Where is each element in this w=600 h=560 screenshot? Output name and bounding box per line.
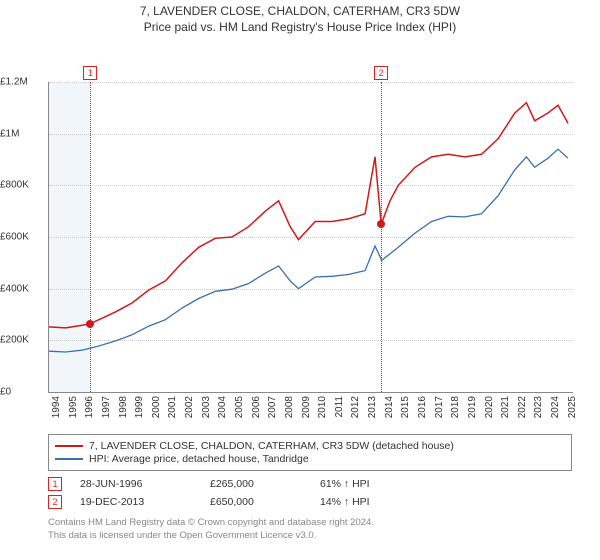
chart-title-address: 7, LAVENDER CLOSE, CHALDON, CATERHAM, CR… <box>0 4 600 18</box>
marker-vline <box>381 82 382 392</box>
transaction-date: 19-DEC-2013 <box>80 496 210 508</box>
transaction-price: £650,000 <box>210 496 320 508</box>
transaction-marker: 2 <box>48 495 62 509</box>
x-tick-label: 2002 <box>184 396 195 418</box>
x-tick-label: 2022 <box>517 396 528 418</box>
marker-dot <box>86 320 94 328</box>
legend-item: 7, LAVENDER CLOSE, CHALDON, CATERHAM, CR… <box>55 440 565 452</box>
legend-label: 7, LAVENDER CLOSE, CHALDON, CATERHAM, CR… <box>89 440 454 452</box>
y-tick-label: £800K <box>0 180 44 191</box>
legend-label: HPI: Average price, detached house, Tand… <box>89 453 309 465</box>
transaction-hpi: 61% ↑ HPI <box>320 478 430 490</box>
x-tick-label: 1997 <box>101 396 112 418</box>
footnote-line: This data is licensed under the Open Gov… <box>48 530 572 543</box>
x-tick-label: 2016 <box>417 396 428 418</box>
chart-subtitle: Price paid vs. HM Land Registry's House … <box>0 20 600 34</box>
transaction-hpi: 14% ↑ HPI <box>320 496 430 508</box>
transaction-row: 1 28-JUN-1996£265,00061% ↑ HPI <box>48 477 572 491</box>
x-tick-label: 2003 <box>201 396 212 418</box>
legend-swatch <box>55 458 83 460</box>
x-tick-label: 1994 <box>51 396 62 418</box>
x-tick-label: 2024 <box>550 396 561 418</box>
x-tick-label: 2012 <box>350 396 361 418</box>
legend: 7, LAVENDER CLOSE, CHALDON, CATERHAM, CR… <box>48 434 572 471</box>
footnote-line: Contains HM Land Registry data © Crown c… <box>48 517 572 530</box>
x-tick-label: 2025 <box>567 396 578 418</box>
legend-swatch <box>55 445 83 447</box>
marker-dot <box>377 220 385 228</box>
chart-lines <box>49 82 573 392</box>
x-tick-label: 2023 <box>533 396 544 418</box>
chart-container: £0 £200K £400K £600K £800K £1M £1.2M 1994 1995 19… <box>0 34 600 430</box>
x-tick-label: 2008 <box>284 396 295 418</box>
x-tick-label: 2017 <box>434 396 445 418</box>
x-tick-label: 2021 <box>500 396 511 418</box>
x-tick-label: 2013 <box>367 396 378 418</box>
x-tick-label: 2006 <box>251 396 262 418</box>
x-tick-label: 2004 <box>217 396 228 418</box>
x-tick-label: 2010 <box>317 396 328 418</box>
x-tick-label: 2000 <box>151 396 162 418</box>
x-tick-label: 2019 <box>467 396 478 418</box>
y-tick-label: £1.2M <box>0 77 44 88</box>
transaction-price: £265,000 <box>210 478 320 490</box>
transaction-marker: 1 <box>48 477 62 491</box>
y-tick-label: £200K <box>0 335 44 346</box>
x-tick-label: 1996 <box>84 396 95 418</box>
x-tick-label: 2001 <box>167 396 178 418</box>
x-tick-label: 1999 <box>134 396 145 418</box>
x-tick-label: 2020 <box>484 396 495 418</box>
x-tick-label: 2009 <box>301 396 312 418</box>
y-tick-label: £1M <box>0 128 44 139</box>
marker-vline <box>90 82 91 392</box>
footnote: Contains HM Land Registry data © Crown c… <box>48 517 572 543</box>
x-tick-label: 2018 <box>450 396 461 418</box>
y-axis: £0£200K£400K£600K£800K£1M£1.2M <box>0 82 48 392</box>
marker-label: 1 <box>83 66 97 80</box>
x-tick-label: 2014 <box>384 396 395 418</box>
transaction-row: 2 19-DEC-2013£650,00014% ↑ HPI <box>48 495 572 509</box>
x-tick-label: 2011 <box>334 396 345 418</box>
series-property <box>49 103 568 328</box>
marker-label: 2 <box>374 66 388 80</box>
transactions-table: 1 28-JUN-1996£265,00061% ↑ HPI 2 19-DEC-201… <box>48 477 572 509</box>
x-tick-label: 1995 <box>68 396 79 418</box>
y-tick-label: £400K <box>0 283 44 294</box>
series-hpi <box>49 149 568 352</box>
x-tick-label: 2007 <box>267 396 278 418</box>
y-tick-label: £600K <box>0 232 44 243</box>
plot-area <box>48 82 573 393</box>
x-tick-label: 1998 <box>118 396 129 418</box>
transaction-date: 28-JUN-1996 <box>80 478 210 490</box>
x-tick-label: 2015 <box>400 396 411 418</box>
y-tick-label: £0 <box>0 387 44 398</box>
legend-item: HPI: Average price, detached house, Tand… <box>55 453 565 465</box>
x-tick-label: 2005 <box>234 396 245 418</box>
